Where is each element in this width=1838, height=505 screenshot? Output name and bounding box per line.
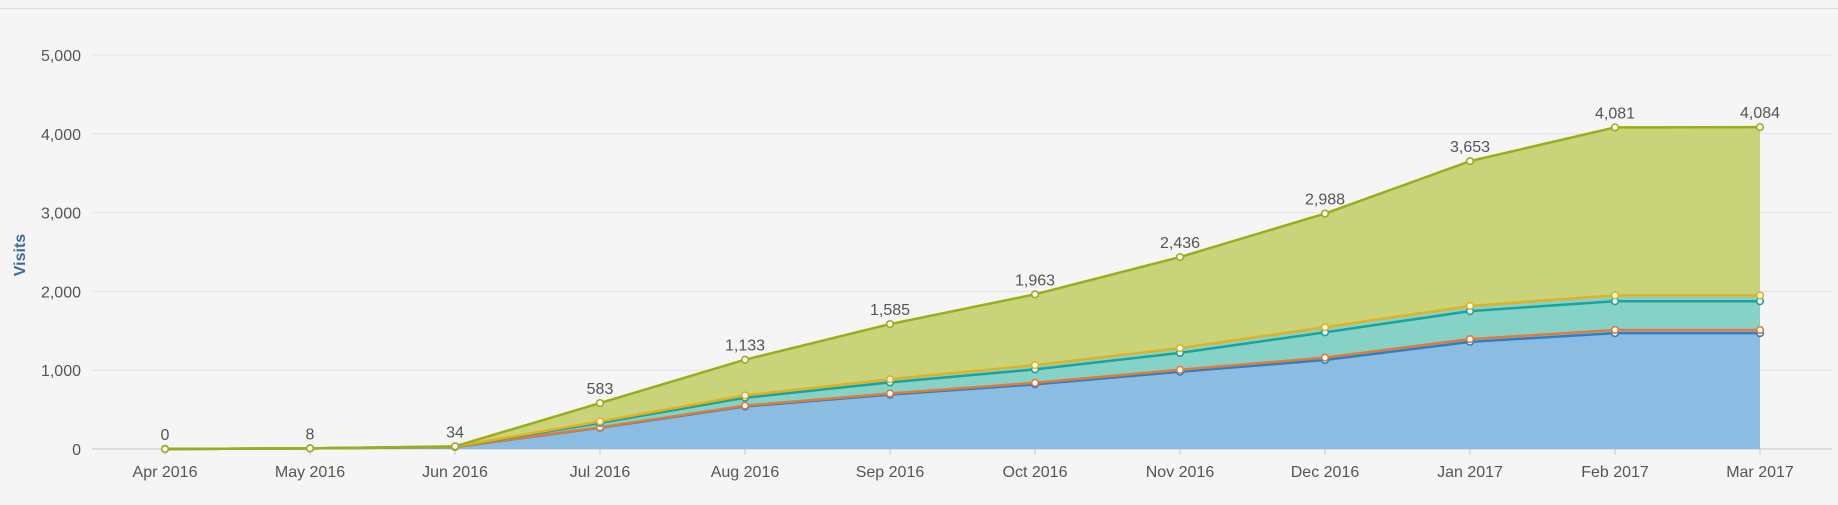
series-5-point (160, 444, 170, 454)
series-area-1 (165, 333, 1760, 449)
series-4-point (1320, 323, 1330, 332)
y-tick-label: 1,000 (41, 363, 81, 380)
series-area-3 (165, 301, 1760, 449)
y-tick-label: 0 (72, 442, 81, 459)
total-data-label: 0 (161, 427, 170, 444)
y-axis-title: Visits (12, 234, 29, 277)
x-tick-label: Jul 2016 (570, 464, 631, 481)
total-data-label: 34 (446, 424, 464, 441)
series-5-point (1320, 209, 1330, 218)
series-5-point (885, 320, 895, 329)
series-5-point (1030, 290, 1040, 299)
x-tick-label: Feb 2017 (1581, 464, 1649, 481)
total-data-label: 1,133 (725, 338, 765, 355)
data-labels: 0 8 34 583 1,133 1,585 1,963 2,436 2,988 3,653 4,0… (161, 105, 1781, 444)
series-5-point (1465, 157, 1475, 166)
series-5-point (1175, 252, 1185, 262)
x-tick-label: Oct 2016 (1003, 464, 1068, 481)
total-data-label: 2,436 (1160, 235, 1200, 252)
x-tick-label: Mar 2017 (1726, 464, 1794, 481)
series-2-point (885, 389, 895, 398)
total-data-label: 1,585 (870, 302, 910, 319)
series-2-point (1465, 334, 1475, 344)
series-2-point (1755, 325, 1765, 335)
y-tick-label: 5,000 (41, 48, 81, 65)
series-5-point (595, 398, 605, 408)
total-data-label: 4,081 (1595, 105, 1635, 122)
total-data-label: 1,963 (1015, 272, 1055, 289)
y-tick-label: 2,000 (41, 284, 81, 301)
series-4-point (740, 391, 750, 400)
series-4-point (1610, 291, 1620, 300)
series-5-point (740, 355, 750, 364)
x-tick-label: Aug 2016 (711, 464, 780, 481)
series-2-point (1320, 353, 1330, 362)
x-tick-label: Jun 2016 (422, 464, 488, 481)
y-tick-label: 3,000 (41, 206, 81, 223)
x-tick-label: Dec 2016 (1291, 464, 1360, 481)
total-data-label: 2,988 (1305, 192, 1345, 209)
series-4-point (885, 375, 895, 384)
series-5-point (305, 444, 315, 453)
series-2-point (1610, 325, 1620, 335)
series-4-point (1030, 360, 1040, 370)
x-tick-label: Apr 2016 (133, 464, 198, 481)
series-5-point (1755, 123, 1765, 132)
y-tick-label: 4,000 (41, 127, 81, 144)
series-lines (164, 125, 1761, 451)
series-4-point (1755, 291, 1765, 300)
top-divider (0, 8, 1838, 9)
series-line-5 (164, 125, 1761, 451)
series-4-point (1175, 344, 1185, 353)
series-4-point (1465, 301, 1475, 311)
series-5-point (450, 442, 460, 451)
total-data-label: 583 (587, 381, 614, 398)
x-tick-label: May 2016 (275, 464, 345, 481)
total-data-label: 4,084 (1740, 105, 1780, 122)
x-tick-label: Jan 2017 (1437, 464, 1503, 481)
series-5-point (1610, 123, 1620, 132)
area-fills (165, 127, 1760, 450)
series-area-5 (165, 127, 1760, 450)
series-2-point (740, 401, 750, 410)
x-tick-label: Nov 2016 (1146, 464, 1215, 481)
total-data-label: 8 (306, 426, 315, 443)
total-data-label: 3,653 (1450, 139, 1490, 156)
series-2-point (1175, 365, 1185, 374)
data-points (160, 123, 1765, 454)
axes: Visits 0 1,000 2,000 3,000 4,000 5,000 Apr 201… (12, 48, 1794, 481)
series-4-point (595, 417, 605, 426)
series-2-point (1030, 378, 1040, 387)
x-tick-label: Sep 2016 (856, 464, 925, 481)
